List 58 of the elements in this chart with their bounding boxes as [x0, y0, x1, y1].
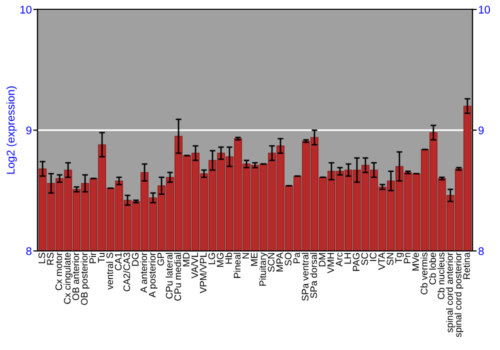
- x-tick-label: Pituitary: [259, 252, 268, 286]
- x-tick-label: MVe: [412, 252, 419, 270]
- x-tick-label: spinal cord anterior: [446, 252, 455, 332]
- x-tick-label: Tu: [98, 252, 105, 263]
- x-tick-label: ventral S: [106, 252, 114, 290]
- x-tick-label: IC: [370, 252, 376, 261]
- y-tick-label: 10: [20, 6, 32, 14]
- x-tick-label: Cx cingulate: [64, 252, 72, 304]
- x-tick-label: spinal cord posterior: [454, 252, 464, 338]
- y-axis-title: Log2 (expression): [6, 86, 17, 174]
- x-tick-label: Retina: [463, 252, 470, 279]
- x-tick-label: SN: [386, 253, 394, 266]
- x-tick-label: Cb lobe: [429, 252, 436, 284]
- x-tick-label: PAG: [352, 253, 360, 271]
- x-tick-label: VPM/VPL: [200, 252, 207, 294]
- x-tick-label: A anterior: [140, 252, 148, 293]
- x-tick-label: Tg: [395, 252, 404, 264]
- x-tick-label: VA/VL: [191, 252, 198, 278]
- x-tick-label: Pn: [404, 252, 410, 264]
- x-tick-label: CA1: [114, 252, 122, 270]
- x-tick-label: LS: [38, 252, 46, 264]
- x-tick-label: MD: [182, 252, 190, 266]
- y2-tick-label: 8: [478, 247, 484, 256]
- x-tick-label: SPa ventral: [302, 252, 309, 301]
- x-tick-label: Cb vermis: [420, 252, 428, 294]
- y-tick-label: 8: [26, 247, 32, 256]
- y2-tick-label: 9: [478, 126, 484, 134]
- x-tick-label: LG: [208, 253, 216, 264]
- x-tick-label: CPu lateral: [166, 252, 173, 299]
- x-tick-label: CPu medial: [174, 252, 182, 301]
- x-tick-label: OB posterior: [80, 252, 90, 305]
- x-tick-label: CA2/CA3: [123, 252, 130, 292]
- x-tick-label: DM: [318, 253, 326, 266]
- x-tick-label: SCN: [268, 253, 275, 272]
- x-tick-label: Pir: [89, 252, 96, 264]
- x-tick-label: Arc: [336, 252, 342, 266]
- x-tick-label: OB anterior: [72, 252, 80, 300]
- x-tick-label: N: [242, 253, 249, 258]
- x-tick-label: Pa: [293, 252, 300, 264]
- x-tick-label: A posterior: [148, 252, 158, 298]
- x-tick-label: GP: [157, 252, 164, 266]
- y2-tick-label: 10: [478, 6, 490, 14]
- x-tick-label: Cx motor: [55, 252, 62, 290]
- x-tick-label: Cb nucleus: [438, 252, 444, 300]
- x-tick-label: DG: [132, 253, 139, 266]
- y-tick-label: 9: [26, 126, 32, 134]
- x-tick-label: SC: [361, 252, 368, 266]
- x-tick-label: SO: [284, 252, 292, 266]
- x-tick-label: VTA: [378, 252, 385, 270]
- x-tick-label: LH: [344, 253, 351, 264]
- x-tick-label: SPa dorsal: [310, 252, 318, 298]
- x-tick-label: MPA: [276, 252, 283, 272]
- x-tick-label: Pineal: [234, 252, 241, 278]
- x-tick-label: ME: [250, 252, 258, 266]
- x-tick-label: Hb: [225, 252, 232, 264]
- x-tick-label: VMH: [327, 253, 334, 274]
- x-tick-label: MG: [216, 253, 224, 267]
- x-tick-label: RS: [46, 252, 54, 265]
